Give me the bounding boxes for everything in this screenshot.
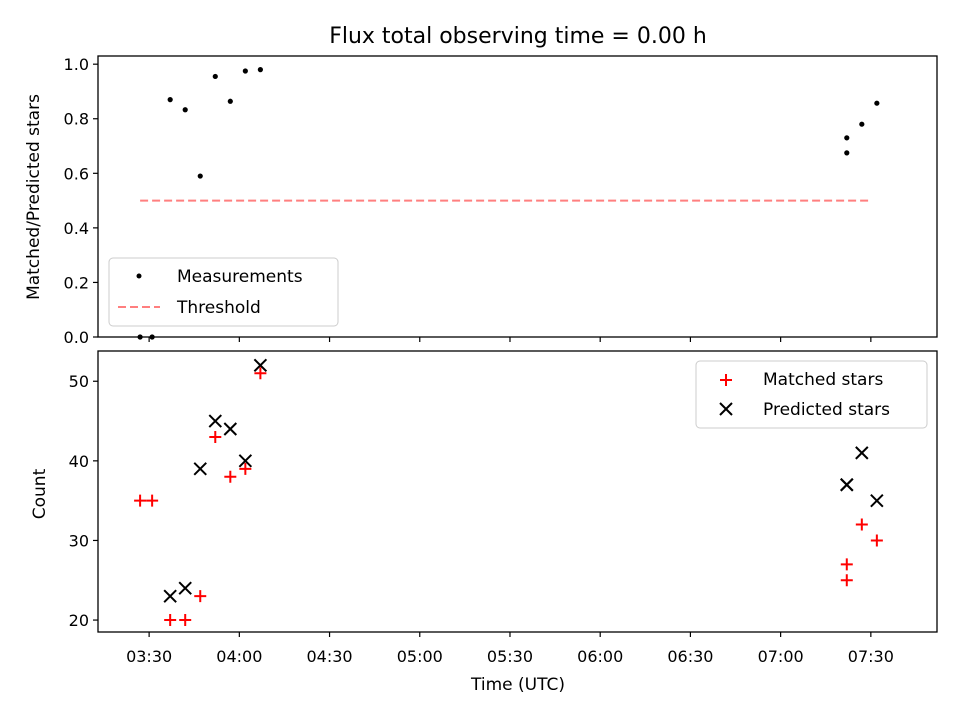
bottom-y-tick-label: 20	[69, 611, 89, 630]
matched-star-point	[209, 430, 222, 443]
measurement-point	[844, 150, 850, 156]
x-tick-label: 07:00	[758, 647, 804, 666]
bottom-y-tick-label: 30	[69, 531, 89, 550]
legend-threshold-label: Threshold	[176, 298, 261, 318]
matched-star-point	[146, 494, 159, 507]
bottom-marks	[134, 358, 884, 627]
predicted-star-point	[163, 589, 177, 603]
predicted-star-point	[223, 422, 238, 436]
bottom-y-tick-label: 50	[69, 372, 89, 391]
matched-star-point	[179, 614, 192, 627]
legend-matched-marker	[720, 374, 732, 386]
bottom-y-axis-label: Count	[30, 468, 50, 519]
x-tick-label: 03:30	[126, 647, 172, 666]
measurement-point	[874, 100, 880, 106]
legend-matched-label: Matched stars	[763, 370, 883, 390]
top-x-ticks	[148, 337, 872, 342]
top-y-tick-label: 0.0	[64, 328, 89, 347]
measurement-point	[242, 68, 248, 74]
matched-star-point	[224, 470, 237, 483]
top-y-axis-label: Matched/Predicted stars	[24, 94, 44, 300]
top-panel: Matched/Predicted stars 0.0 0.2 0.4 0.6 0.8 1…	[24, 55, 938, 347]
predicted-star-point	[178, 581, 192, 595]
legend-predicted-label: Predicted stars	[763, 400, 890, 420]
measurement-point	[844, 135, 850, 141]
measurement-point	[257, 67, 263, 73]
x-tick-label: 06:30	[667, 647, 713, 666]
predicted-star-point	[193, 462, 207, 476]
top-legend: Measurements Threshold	[108, 257, 339, 327]
x-tick-label: 05:30	[487, 647, 533, 666]
measurement-point	[227, 98, 233, 104]
top-legend-box	[108, 257, 339, 327]
matched-star-point	[840, 558, 853, 571]
matched-star-point	[254, 367, 267, 380]
measurement-point	[859, 121, 865, 127]
top-y-tick-label: 1.0	[64, 55, 89, 74]
bottom-y-ticks: 20 30 40 50	[69, 372, 98, 630]
predicted-star-point	[253, 358, 268, 373]
predicted-star-point	[855, 446, 869, 460]
top-y-tick-label: 0.6	[64, 164, 89, 183]
top-y-tick-label: 0.4	[64, 219, 89, 238]
bottom-legend-box	[695, 360, 928, 429]
measurement-point	[167, 97, 173, 103]
x-tick-label: 06:00	[577, 647, 623, 666]
chart-title: Flux total observing time = 0.00 h	[329, 24, 707, 49]
top-y-ticks: 0.0 0.2 0.4 0.6 0.8 1.0	[64, 55, 98, 347]
bottom-y-tick-label: 40	[69, 452, 89, 471]
predicted-star-point	[840, 478, 854, 492]
predicted-star-point	[208, 414, 222, 428]
x-tick-label: 04:30	[306, 647, 352, 666]
matched-star-point	[194, 590, 207, 603]
measurement-point	[212, 73, 218, 80]
top-marks	[137, 67, 880, 340]
bottom-legend: Matched stars Predicted stars	[695, 360, 928, 429]
measurement-point	[182, 107, 188, 113]
bottom-plot-frame	[97, 350, 938, 633]
matched-star-point	[855, 518, 868, 531]
matched-star-point	[840, 574, 853, 587]
matched-star-point	[134, 494, 147, 507]
legend-predicted-marker	[719, 402, 733, 416]
matched-star-point	[870, 534, 883, 547]
matched-star-point	[164, 614, 177, 627]
legend-measurements-label: Measurements	[177, 267, 303, 287]
bottom-panel: Count Time (UTC) 20 30 40 50 03:30 04:00 04:3…	[30, 350, 938, 695]
x-tick-label: 05:00	[397, 647, 443, 666]
measurement-point	[197, 173, 203, 179]
x-tick-label: 07:30	[848, 647, 894, 666]
measurement-point	[137, 334, 143, 340]
legend-measurements-marker	[136, 273, 142, 279]
bottom-x-ticks: 03:30 04:00 04:30 05:00 05:30 06:00 06:30 07:00…	[126, 632, 894, 666]
x-tick-label: 04:00	[216, 647, 262, 666]
predicted-star-point	[238, 454, 253, 468]
top-plot-frame	[97, 55, 938, 338]
predicted-star-point	[870, 493, 884, 508]
top-y-tick-label: 0.8	[64, 110, 89, 129]
measurement-point	[149, 334, 155, 340]
x-axis-label: Time (UTC)	[470, 675, 565, 695]
top-y-tick-label: 0.2	[64, 273, 89, 292]
matched-star-point	[239, 462, 252, 475]
